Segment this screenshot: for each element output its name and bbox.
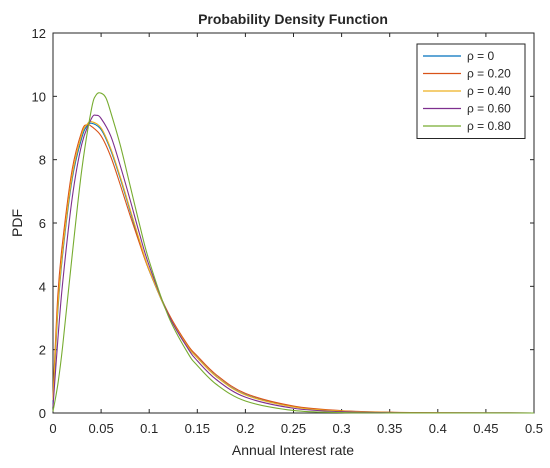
x-tick-label: 0.45 xyxy=(473,421,498,436)
x-tick-label: 0.4 xyxy=(429,421,447,436)
y-tick-label: 10 xyxy=(32,89,46,104)
y-tick-label: 12 xyxy=(32,26,46,41)
x-tick-label: 0.1 xyxy=(140,421,158,436)
legend[interactable]: ρ = 0 ρ = 0.20 ρ = 0.40 ρ = 0.60 ρ = 0.80 xyxy=(416,43,526,139)
y-axis: 0 2 4 6 8 10 12 xyxy=(32,26,534,421)
series-line-4 xyxy=(52,92,534,414)
legend-label: ρ = 0.80 xyxy=(467,119,511,133)
x-tick-label: 0.5 xyxy=(525,421,543,436)
x-tick-label: 0.35 xyxy=(377,421,402,436)
y-tick-label: 8 xyxy=(39,153,46,168)
legend-label: ρ = 0 xyxy=(467,49,495,63)
x-axis-label: Annual Interest rate xyxy=(232,442,354,458)
y-tick-label: 2 xyxy=(39,343,46,358)
y-tick-label: 6 xyxy=(39,216,46,231)
x-tick-label: 0 xyxy=(49,421,56,436)
legend-label: ρ = 0.40 xyxy=(467,84,511,98)
x-tick-label: 0.15 xyxy=(185,421,210,436)
series-line-3 xyxy=(52,114,535,414)
series-layer xyxy=(52,92,535,414)
series-line-2 xyxy=(52,121,535,414)
y-tick-label: 4 xyxy=(39,279,46,294)
legend-label: ρ = 0.20 xyxy=(467,67,511,81)
x-axis: 0 0.05 0.1 0.15 0.2 0.25 0.3 0.35 0.4 0.45 0.5 xyxy=(49,33,543,436)
x-tick-label: 0.3 xyxy=(333,421,351,436)
series-line-1 xyxy=(52,123,535,414)
y-tick-label: 0 xyxy=(39,406,46,421)
x-tick-label: 0.05 xyxy=(88,421,113,436)
x-tick-label: 0.25 xyxy=(281,421,306,436)
legend-label: ρ = 0.60 xyxy=(467,102,511,116)
chart-title: Probability Density Function xyxy=(198,11,388,27)
y-axis-label: PDF xyxy=(9,209,25,237)
x-tick-label: 0.2 xyxy=(236,421,254,436)
